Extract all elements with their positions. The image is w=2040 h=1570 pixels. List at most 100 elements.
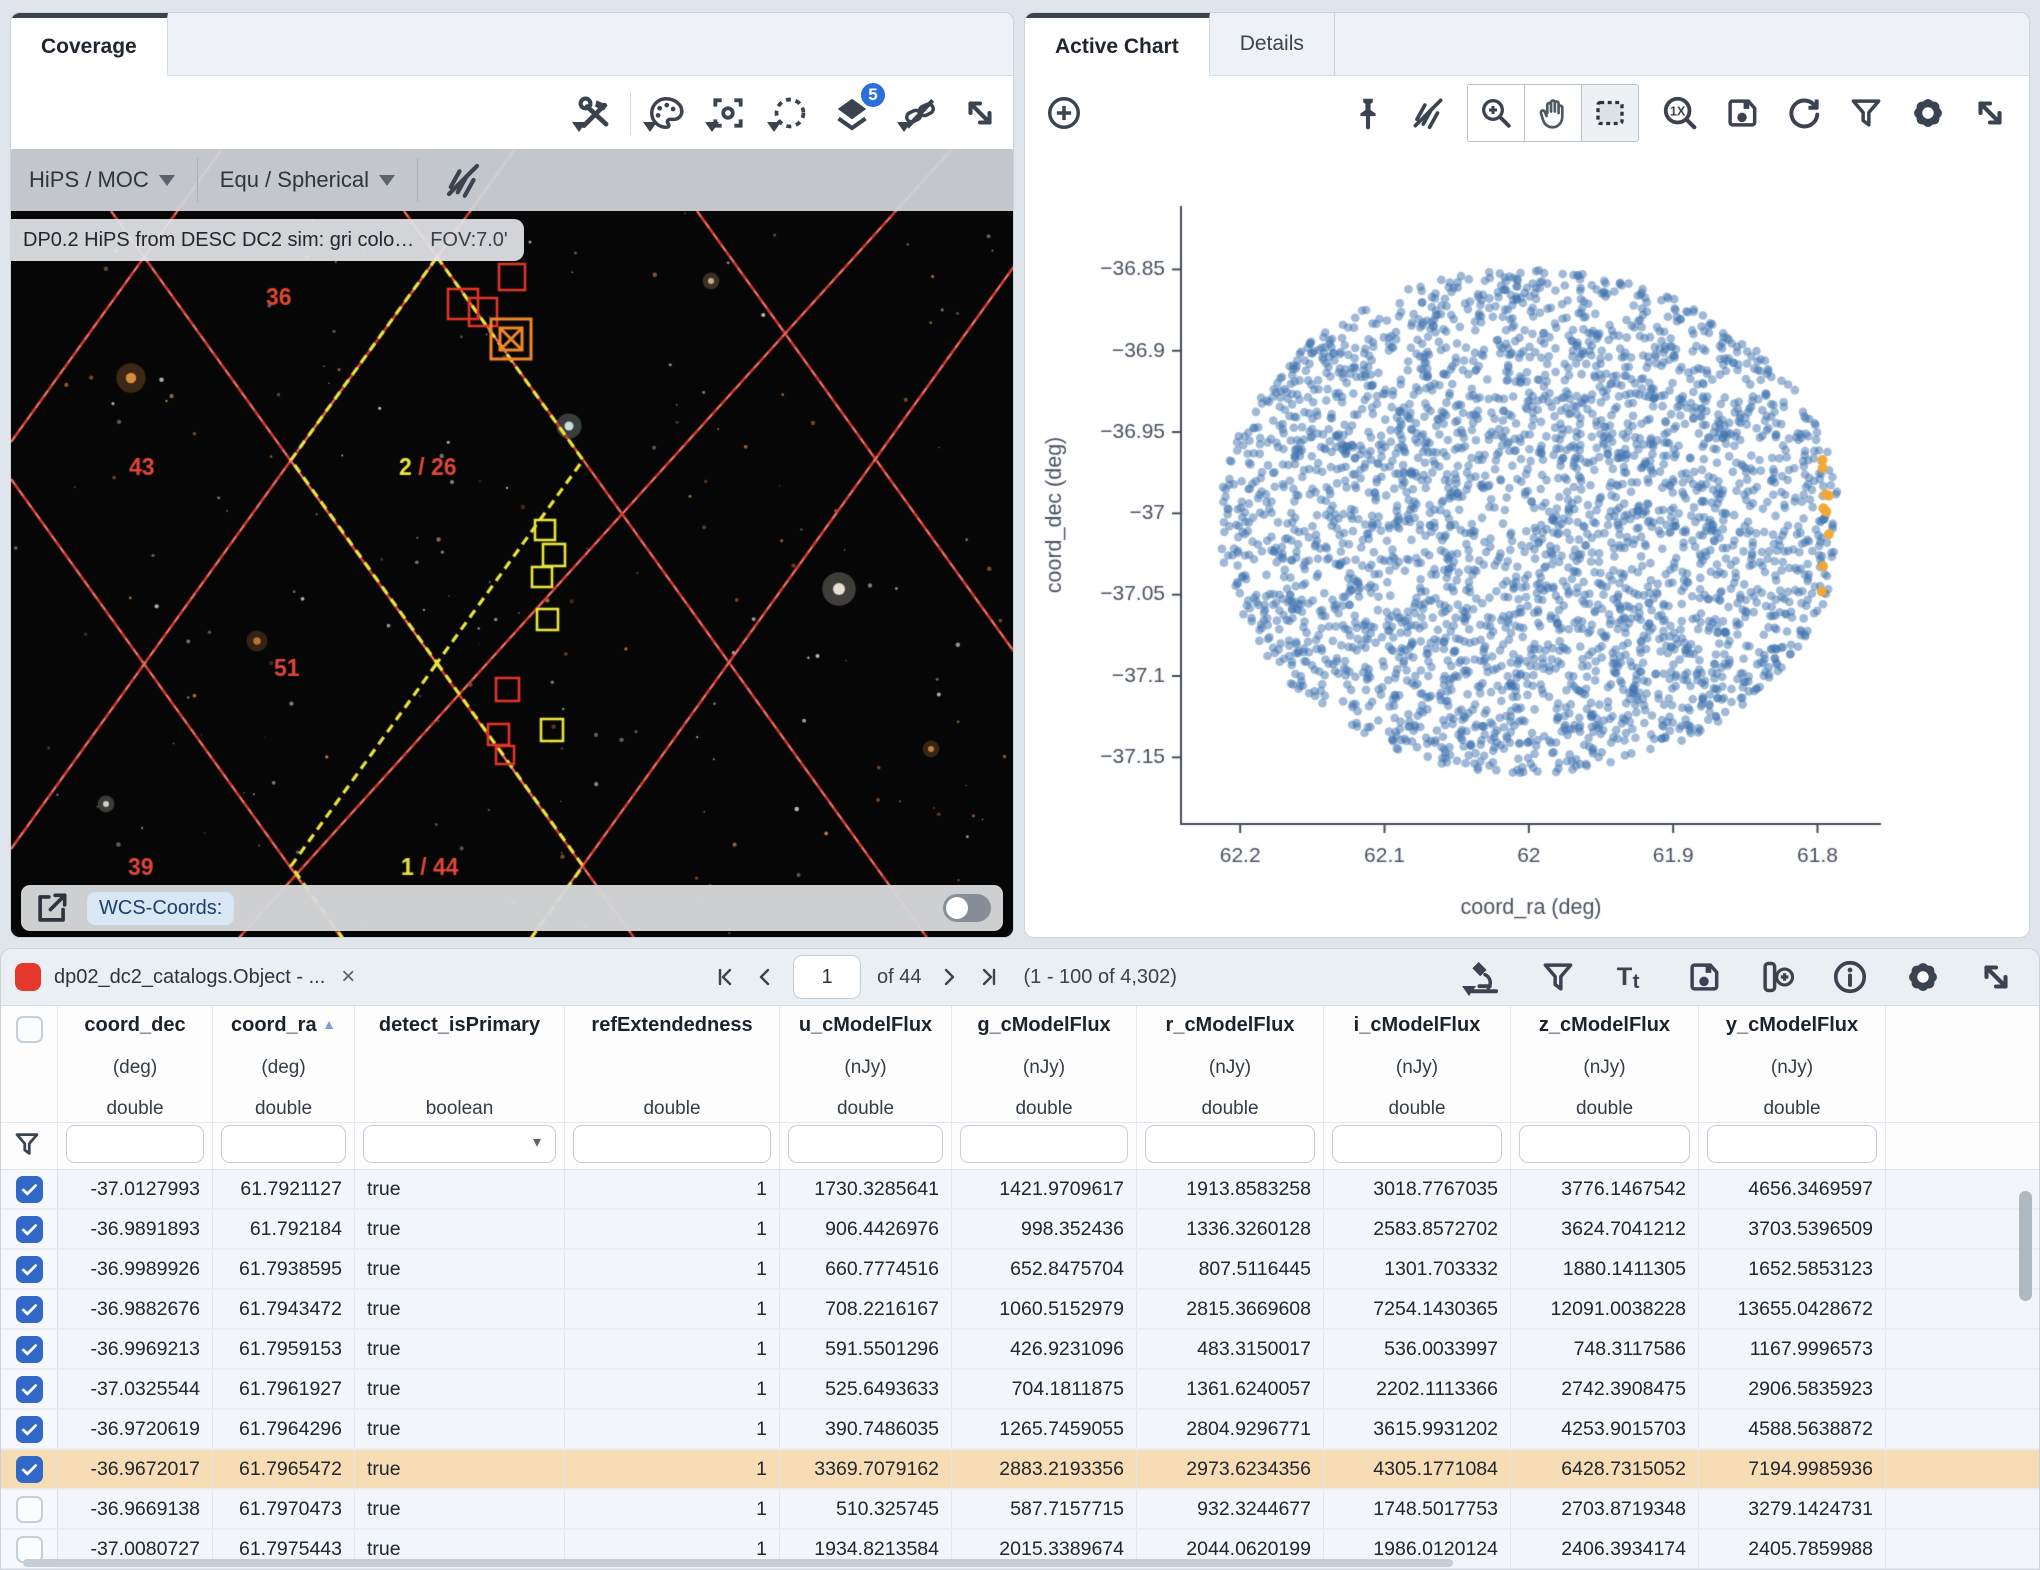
- table-inspect-button[interactable]: [1462, 954, 1508, 1000]
- chart-save-button[interactable]: [1719, 90, 1765, 136]
- column-header[interactable]: refExtendedness double: [565, 1006, 780, 1122]
- column-header[interactable]: g_cModelFlux(nJy)double: [952, 1006, 1137, 1122]
- layers-button[interactable]: 5: [829, 90, 875, 136]
- table-save-button[interactable]: [1681, 954, 1727, 1000]
- filter-input-r_cModelFlux[interactable]: [1145, 1125, 1315, 1163]
- table-row[interactable]: -36.996921361.7959153true1591.5501296426…: [1, 1330, 2039, 1370]
- sky-canvas[interactable]: [11, 149, 1013, 937]
- table-text-view-button[interactable]: Tt: [1608, 954, 1654, 1000]
- color-palette-button[interactable]: [643, 90, 689, 136]
- filter-input-refExtendedness[interactable]: [573, 1125, 771, 1163]
- table-cell: 1652.5853123: [1699, 1250, 1886, 1288]
- projection-dropdown[interactable]: Equ / Spherical: [220, 166, 395, 194]
- table-row[interactable]: -37.032554461.7961927true1525.6493633704…: [1, 1370, 2039, 1410]
- table-cell: 1421.9709617: [952, 1170, 1137, 1208]
- table-row[interactable]: -36.988267661.7943472true1708.2216167106…: [1, 1290, 2039, 1330]
- column-header[interactable]: i_cModelFlux(nJy)double: [1324, 1006, 1511, 1122]
- coverage-map[interactable]: HiPS / MOC Equ / Spherical DP0.2 HiPS fr…: [11, 149, 1013, 937]
- table-cell: true: [355, 1410, 565, 1448]
- table-info-button[interactable]: [1827, 954, 1873, 1000]
- table-cell: 3369.7079162: [780, 1450, 952, 1488]
- filter-input-coord_ra[interactable]: [221, 1125, 346, 1163]
- table-row[interactable]: -36.972061961.7964296true1390.7486035126…: [1, 1410, 2039, 1450]
- recenter-button[interactable]: [705, 90, 751, 136]
- chart-filter-button[interactable]: [1843, 90, 1889, 136]
- vertical-scrollbar[interactable]: [2019, 1191, 2032, 1301]
- chart-restore-button[interactable]: [1781, 90, 1827, 136]
- column-unit: (nJy): [844, 1057, 886, 1079]
- chart-zoom-original-button[interactable]: 1X: [1657, 90, 1703, 136]
- chart-zoom-button[interactable]: [1468, 85, 1525, 141]
- row-checkbox[interactable]: [16, 1176, 43, 1203]
- table-row[interactable]: -37.012799361.7921127true11730.328564114…: [1, 1170, 2039, 1210]
- page-next-button[interactable]: [937, 965, 961, 989]
- table-settings-button[interactable]: [1900, 954, 1946, 1000]
- chart-settings-button[interactable]: [1905, 90, 1951, 136]
- row-checkbox[interactable]: [16, 1336, 43, 1363]
- page-first-button[interactable]: [713, 965, 737, 989]
- chart-pin-button[interactable]: [1345, 90, 1391, 136]
- filter-input-i_cModelFlux[interactable]: [1332, 1125, 1502, 1163]
- table-cell: 3624.7041212: [1511, 1210, 1699, 1248]
- chart-add-button[interactable]: [1041, 90, 1087, 136]
- tab-details[interactable]: Details: [1210, 13, 1335, 75]
- column-header[interactable]: u_cModelFlux(nJy)double: [780, 1006, 952, 1122]
- table-cell: 2883.2193356: [952, 1450, 1137, 1488]
- filter-input-coord_dec[interactable]: [66, 1125, 204, 1163]
- grid-off-button[interactable]: [440, 157, 486, 203]
- svg-text:1X: 1X: [1670, 105, 1686, 119]
- table-row[interactable]: -36.967201761.7965472true13369.707916228…: [1, 1450, 2039, 1490]
- column-header[interactable]: r_cModelFlux(nJy)double: [1137, 1006, 1324, 1122]
- table-cell: 2703.8719348: [1511, 1490, 1699, 1528]
- table-row[interactable]: -36.966913861.7970473true1510.325745587.…: [1, 1490, 2039, 1530]
- chart-expand-button[interactable]: [1967, 90, 2013, 136]
- column-header[interactable]: z_cModelFlux(nJy)double: [1511, 1006, 1699, 1122]
- column-header[interactable]: coord_ra ▲(deg)double: [213, 1006, 355, 1122]
- row-checkbox[interactable]: [16, 1296, 43, 1323]
- coverage-panel: Coverage 5: [10, 12, 1014, 938]
- chart-overlay-off-button[interactable]: [1405, 90, 1451, 136]
- expand-icon: [1971, 94, 2009, 132]
- page-input[interactable]: [793, 955, 861, 999]
- select-all-checkbox[interactable]: [16, 1016, 43, 1043]
- popout-button[interactable]: [33, 889, 71, 927]
- row-checkbox[interactable]: [16, 1216, 43, 1243]
- table-color-swatch[interactable]: [15, 963, 41, 991]
- filter-input-u_cModelFlux[interactable]: [788, 1125, 943, 1163]
- horizontal-scrollbar[interactable]: [23, 1559, 1453, 1567]
- coverage-expand-button[interactable]: [957, 90, 1003, 136]
- chart-pan-button[interactable]: [1525, 85, 1582, 141]
- row-checkbox[interactable]: [16, 1256, 43, 1283]
- tab-coverage[interactable]: Coverage: [11, 13, 168, 76]
- row-checkbox[interactable]: [16, 1376, 43, 1403]
- area-select-button[interactable]: [767, 90, 813, 136]
- page-last-button[interactable]: [977, 965, 1001, 989]
- table-cell: 2742.3908475: [1511, 1370, 1699, 1408]
- row-checkbox[interactable]: [16, 1496, 43, 1523]
- scatter-chart[interactable]: [1025, 149, 2029, 937]
- table-row[interactable]: -36.998992661.7938595true1660.7774516652…: [1, 1250, 2039, 1290]
- filter-select-detect_isPrimary[interactable]: [363, 1125, 556, 1163]
- column-header[interactable]: y_cModelFlux(nJy)double: [1699, 1006, 1886, 1122]
- page-prev-button[interactable]: [753, 965, 777, 989]
- filter-icon[interactable]: [12, 1129, 42, 1159]
- table-filter-button[interactable]: [1535, 954, 1581, 1000]
- filter-input-y_cModelFlux[interactable]: [1707, 1125, 1877, 1163]
- unlink-button[interactable]: [897, 90, 943, 136]
- tab-active-chart[interactable]: Active Chart: [1025, 13, 1210, 76]
- row-checkbox[interactable]: [16, 1456, 43, 1483]
- tools-button[interactable]: [572, 90, 618, 136]
- chart-select-button[interactable]: [1582, 85, 1638, 141]
- column-header[interactable]: coord_dec(deg)double: [58, 1006, 213, 1122]
- filter-input-g_cModelFlux[interactable]: [960, 1125, 1128, 1163]
- column-header[interactable]: detect_isPrimary boolean: [355, 1006, 565, 1122]
- table-close-button[interactable]: ×: [341, 963, 355, 991]
- wcs-toggle[interactable]: [943, 894, 991, 922]
- row-checkbox[interactable]: [16, 1416, 43, 1443]
- table-expand-button[interactable]: [1973, 954, 2019, 1000]
- hips-moc-dropdown[interactable]: HiPS / MOC: [29, 166, 175, 194]
- table-add-column-button[interactable]: [1754, 954, 1800, 1000]
- table-row[interactable]: -36.989189361.792184true1906.4426976998.…: [1, 1210, 2039, 1250]
- filter-cell: [1699, 1123, 1886, 1169]
- filter-input-z_cModelFlux[interactable]: [1519, 1125, 1690, 1163]
